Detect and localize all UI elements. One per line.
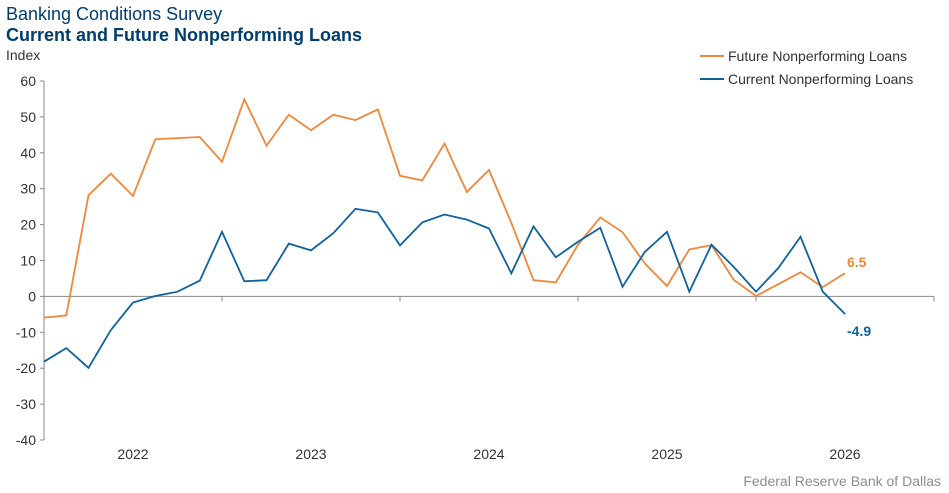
x-tick-label: 2025: [651, 446, 682, 462]
y-tick-label: -40: [16, 432, 36, 448]
future-nonperforming-loans-line: [43, 96, 846, 319]
series-layer: [43, 96, 846, 370]
legend: Future Nonperforming Loans Current Nonper…: [700, 48, 913, 87]
x-tick-label: 2026: [829, 446, 860, 462]
source-credit: Federal Reserve Bank of Dallas: [743, 473, 941, 489]
y-tick-label: 60: [20, 73, 36, 89]
end-labels: 6.5 -4.9: [847, 254, 871, 339]
current-nonperforming-loans-line: [43, 207, 846, 370]
legend-item-future-label: Future Nonperforming Loans: [728, 48, 907, 64]
legend-item-current-label: Current Nonperforming Loans: [728, 71, 913, 87]
x-tick-label: 2022: [117, 446, 148, 462]
future-end-value-label: 6.5: [847, 254, 867, 270]
y-tick-label: -10: [16, 324, 36, 340]
y-tick-label: 40: [20, 145, 36, 161]
x-tick-label: 2024: [473, 446, 504, 462]
y-tick-label: 10: [20, 253, 36, 269]
current-end-value-label: -4.9: [847, 323, 871, 339]
x-tick-label: 2023: [295, 446, 326, 462]
y-tick-label: 30: [20, 181, 36, 197]
y-tick-label: -30: [16, 396, 36, 412]
y-tick-label: 0: [28, 288, 36, 304]
y-tick-label: 20: [20, 217, 36, 233]
chart-subtitle: Current and Future Nonperforming Loans: [6, 25, 363, 45]
axes-layer: 60 50 40 30 20 10 0 -10 -20 -30 -40 2022 2023 2024 202…: [16, 73, 935, 462]
chart-title: Banking Conditions Survey: [6, 4, 223, 24]
y-tick-label: 50: [20, 109, 36, 125]
y-tick-label: -20: [16, 360, 36, 376]
y-axis-unit-label: Index: [6, 47, 41, 63]
